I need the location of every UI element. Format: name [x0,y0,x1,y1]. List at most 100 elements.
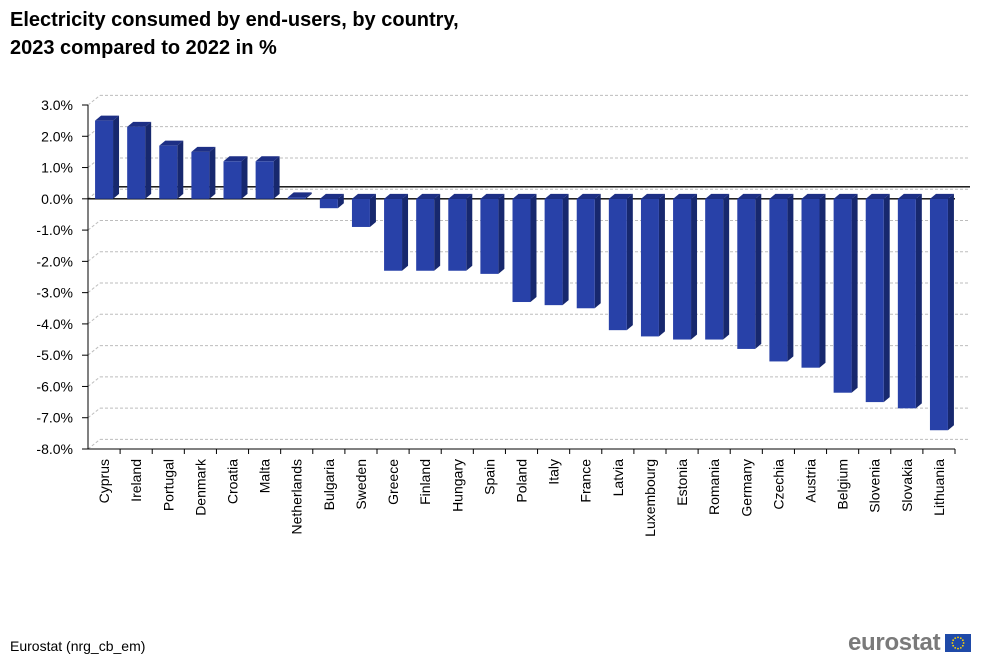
bar-germany [737,198,756,349]
gridline-diagonal [87,376,101,387]
eu-flag-icon [945,634,972,652]
bar-side-bulgaria [337,193,344,209]
x-tick-label: Greece [385,459,401,505]
y-tick-label: 3.0% [41,97,73,113]
bar-top-luxembourg [640,193,665,199]
gridline-diagonal [87,220,101,231]
bar-portugal [159,145,178,199]
x-tick-label: Sweden [353,459,369,510]
bar-side-france [594,193,601,309]
bar-top-malta [255,156,280,162]
bar-romania [705,198,724,340]
x-tick-label: Slovenia [867,459,883,513]
eu-flag-star [960,646,962,649]
x-tick-label: Poland [514,459,530,503]
bar-side-slovakia [915,193,922,409]
x-tick-label: Luxembourg [642,459,658,537]
bar-side-poland [530,193,537,303]
bar-chart: 3.0% 2.0% 1.0% 0.0% -1.0% -2.0% -3.0% -4.0% -5.0… [36,94,970,537]
gridline-diagonal [87,251,101,262]
bar-side-belgium [851,193,858,393]
x-tick-label: Czechia [770,459,786,510]
chart-title-line-1: Electricity consumed by end-users, by co… [10,9,459,31]
eurostat-logo: eurostat [848,629,972,656]
bar-side-austria [819,193,826,368]
bar-top-bulgaria [319,193,344,199]
bar-greece [384,198,403,271]
gridline-diagonal [87,95,101,106]
eu-flag-star [962,642,965,644]
bar-side-cyprus [113,115,120,199]
bar-top-cyprus [95,115,120,121]
bar-belgium [833,198,852,393]
eu-flag-star [957,636,960,639]
bar-top-france [576,193,601,199]
bar-top-italy [544,193,569,199]
chart-title-line-2: 2023 compared to 2022 in % [10,37,277,59]
bar-side-netherlands [305,192,312,199]
bar-hungary [448,198,467,271]
x-tick-label: Austria [803,459,819,503]
y-tick-label: -4.0% [36,316,73,332]
bar-top-sweden [351,193,376,199]
bar-sweden [351,198,370,227]
y-tick-label: 2.0% [41,128,73,144]
x-tick-label: Belgium [835,459,851,510]
bar-side-slovenia [883,193,890,403]
bar-top-netherlands [287,192,312,198]
bar-latvia [608,198,627,331]
bar-malta [255,161,274,199]
gridline-diagonal [87,407,101,419]
bar-side-denmark [209,146,216,199]
bar-slovakia [897,198,916,409]
bar-top-ireland [127,121,152,127]
bar-cyprus [95,120,114,199]
y-tick-label: -8.0% [36,441,73,457]
bar-top-poland [512,193,537,199]
bar-side-croatia [241,156,248,199]
bar-side-malta [273,156,280,199]
x-tick-label: Germany [738,459,754,517]
x-tick-label: France [578,459,594,503]
bar-side-greece [402,193,409,271]
y-tick-label: -7.0% [36,410,73,426]
eu-flag-stars [951,636,965,650]
bar-top-estonia [673,193,698,199]
bar-ireland [127,126,146,199]
eu-flag-background [945,634,972,652]
source-note: Eurostat (nrg_cb_em) [10,638,146,654]
x-tick-label: Netherlands [289,459,305,535]
eu-flag-star [952,639,955,642]
eu-flag-star [960,637,962,640]
y-tick-label: -2.0% [36,253,73,269]
bar-top-romania [705,193,730,199]
eu-flag-star [957,647,960,650]
bar-side-romania [723,193,730,340]
bar-poland [512,198,531,303]
bar-side-czechia [787,193,794,362]
x-tick-label: Spain [481,459,497,495]
bar-finland [416,198,435,271]
gridline-diagonal [87,282,101,294]
x-tick-label: Romania [706,459,722,515]
x-tick-label: Lithuania [931,459,947,516]
x-tick-label: Bulgaria [321,459,337,511]
bar-side-italy [562,193,569,306]
x-tick-label: Malta [257,459,273,493]
bar-top-lithuania [929,193,954,199]
eu-flag-star [952,644,955,647]
eu-flag-star [962,639,965,642]
bar-austria [801,198,820,368]
bar-side-ireland [145,121,152,199]
x-tick-label: Estonia [674,459,690,506]
y-tick-label: 0.0% [41,191,73,207]
bar-luxembourg [640,198,659,337]
y-tick-label: -5.0% [36,347,73,363]
bar-netherlands [287,197,306,199]
y-tick-label: 1.0% [41,160,73,176]
x-tick-label: Hungary [449,459,465,512]
bar-top-finland [416,193,441,199]
bar-side-sweden [369,193,376,227]
bar-top-greece [384,193,409,199]
bar-top-slovakia [897,193,922,199]
